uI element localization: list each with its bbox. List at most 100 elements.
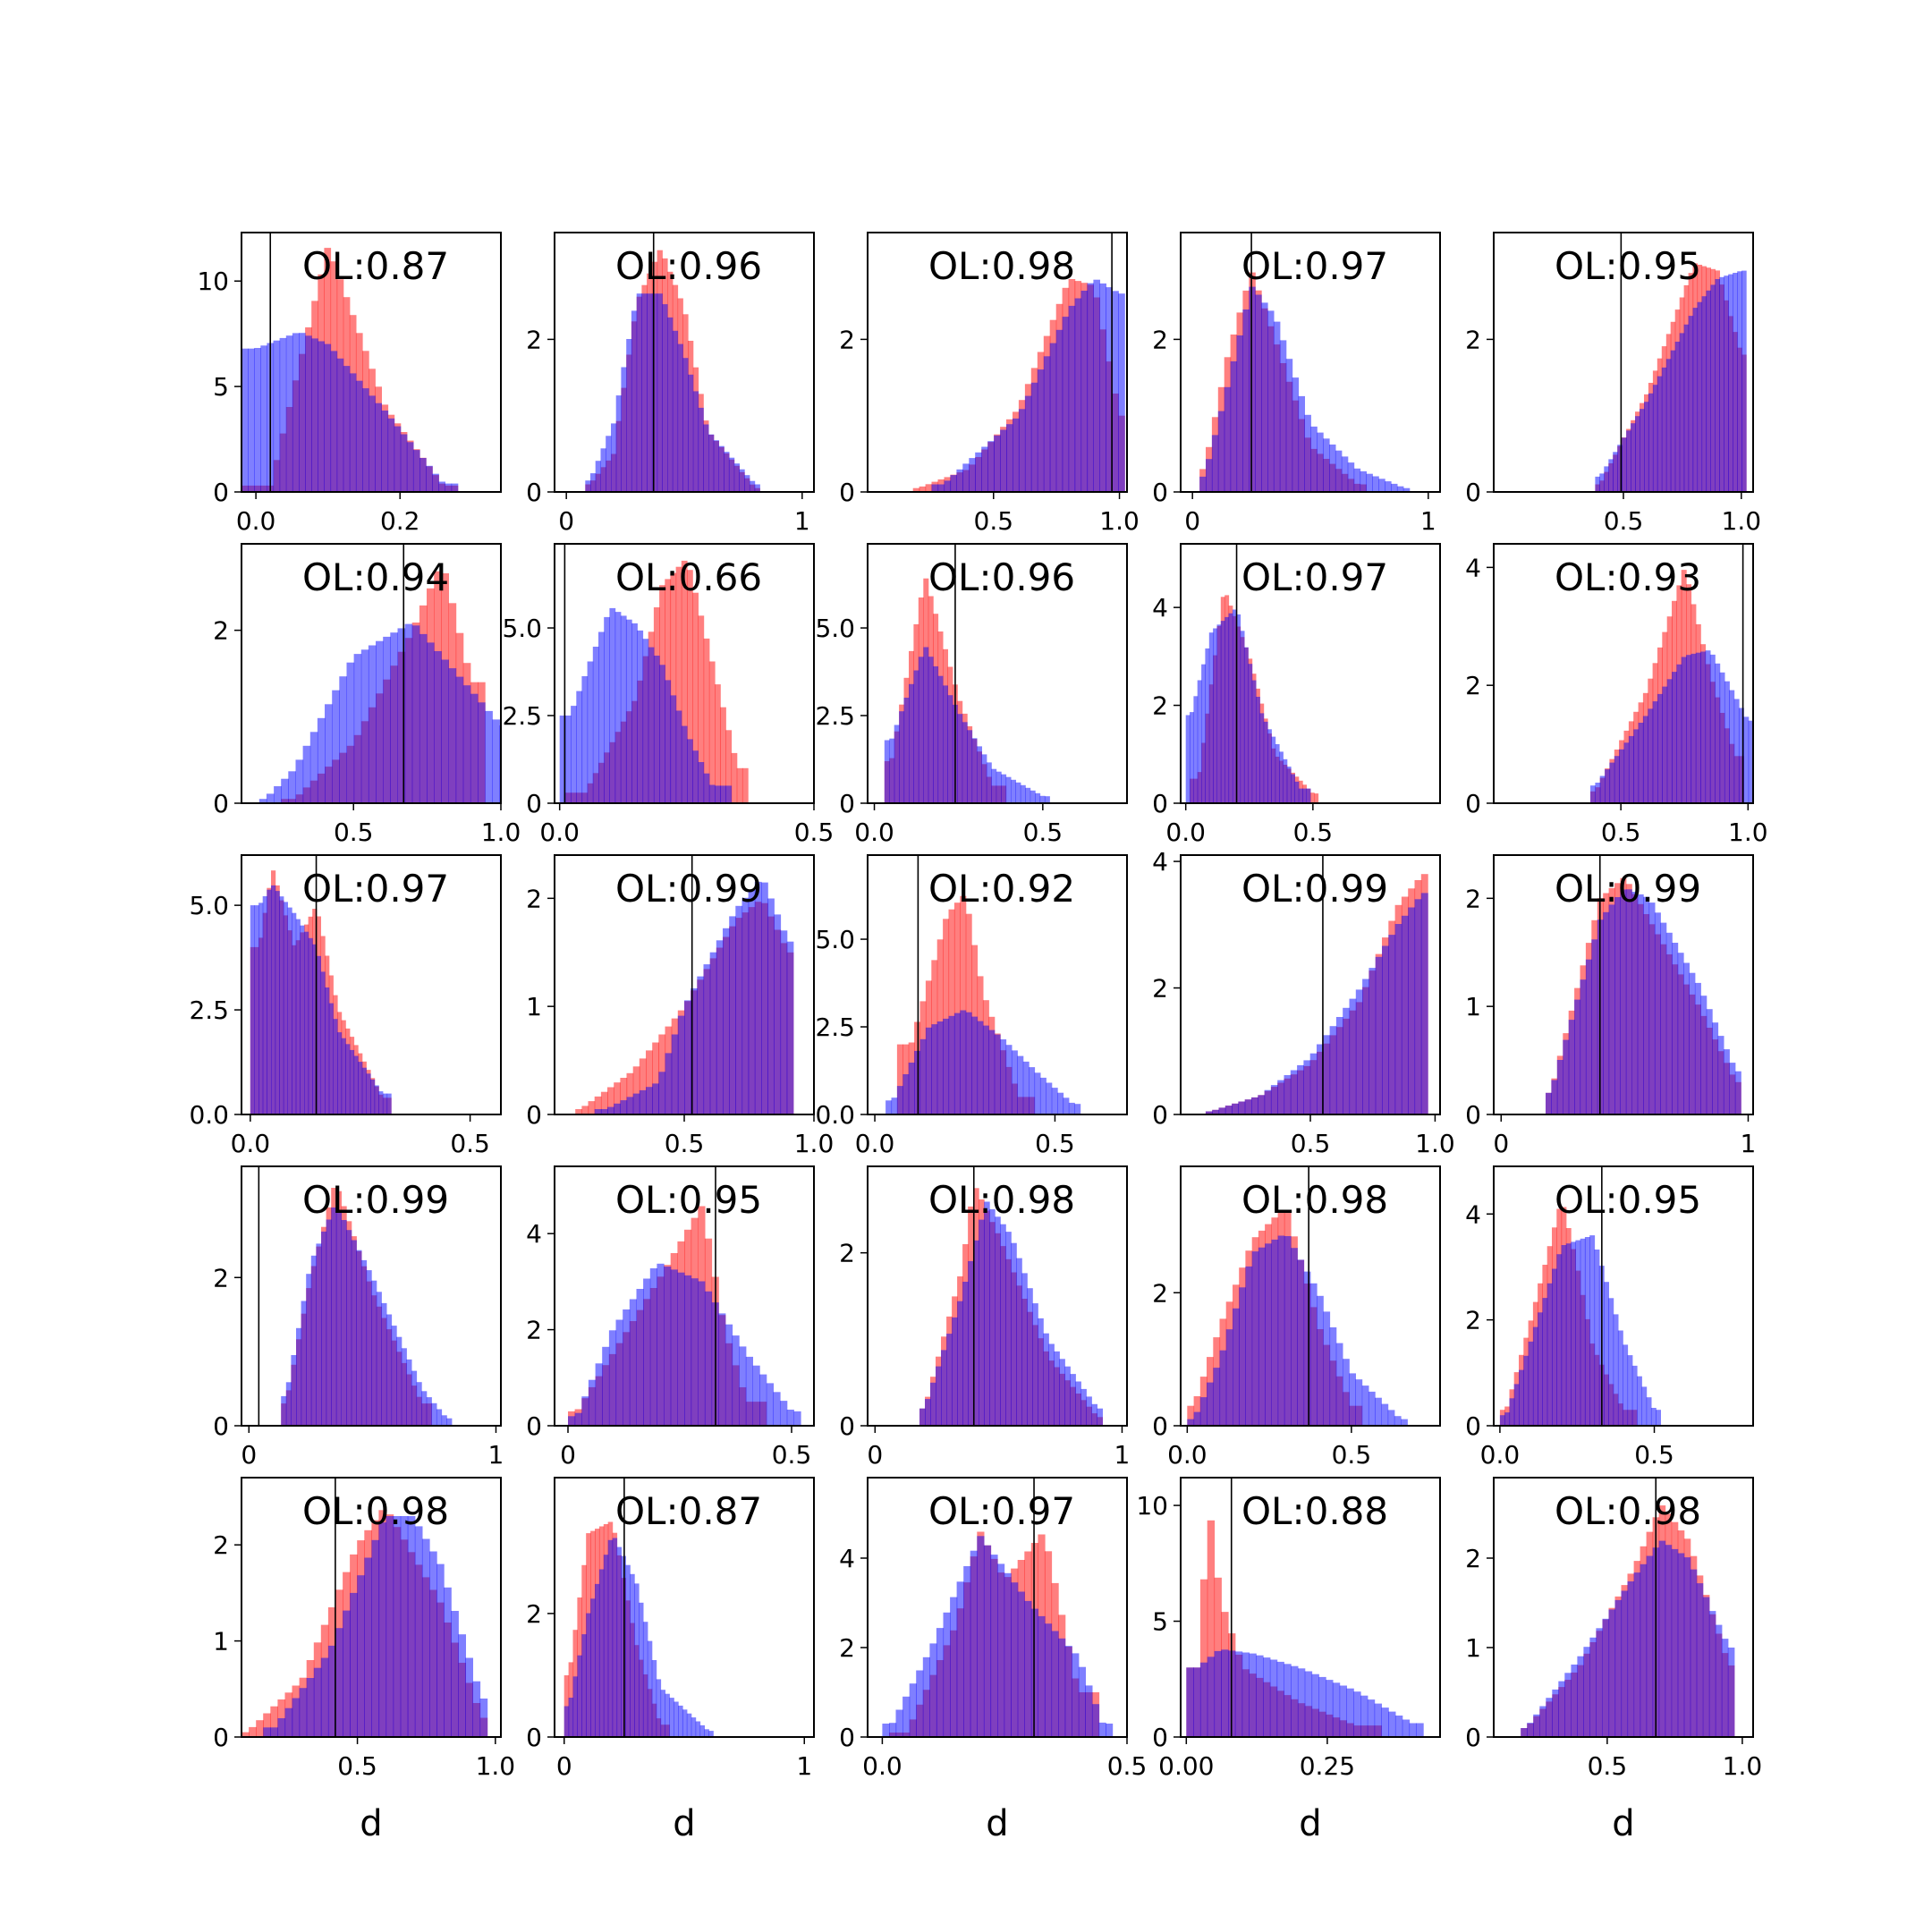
- hist-bar: [681, 560, 688, 803]
- hist-bar: [953, 1013, 961, 1114]
- hist-bar: [1561, 1245, 1567, 1426]
- hist-bar: [325, 704, 333, 803]
- hist-bar: [1043, 356, 1051, 492]
- hist-bar: [660, 1690, 665, 1737]
- overlap-annotation: OL:0.93: [1555, 555, 1701, 599]
- hist-bar: [925, 1399, 931, 1426]
- hist-bar: [602, 1346, 610, 1426]
- hist-bar: [1297, 1259, 1305, 1426]
- hist-bar: [1595, 783, 1601, 803]
- x-tick-label: 0.5: [665, 1129, 705, 1158]
- hist-bar: [1683, 324, 1690, 492]
- hist-bar: [641, 293, 648, 492]
- hist-bar: [669, 1698, 674, 1737]
- hist-bar: [665, 680, 672, 803]
- hist-bar: [375, 402, 382, 492]
- hist-bar: [414, 1526, 423, 1737]
- hist-bar: [1093, 279, 1100, 492]
- hist-bar: [688, 374, 694, 492]
- hist-bar: [691, 988, 698, 1114]
- hist-bar: [918, 657, 924, 803]
- hist-bar: [1584, 1237, 1590, 1426]
- hist-bar: [1249, 1653, 1257, 1737]
- hist-bar: [1057, 1092, 1064, 1114]
- subplot-20: 0.0 0.5 0 2 4 OL:0.95: [1465, 1165, 1754, 1470]
- hist-bar: [1087, 283, 1094, 492]
- hist-bar: [336, 358, 344, 492]
- overlap-annotation: OL:0.92: [928, 867, 1075, 911]
- hist-bar: [981, 446, 988, 492]
- hist-bar: [1715, 1624, 1723, 1737]
- hist-bar: [659, 665, 665, 803]
- hist-bar: [346, 1230, 352, 1426]
- hist-bar: [263, 1713, 271, 1737]
- hist-bar: [636, 293, 642, 492]
- hist-bar: [1091, 1704, 1100, 1737]
- hist-bar: [720, 707, 726, 803]
- subplot-17: 0 0.5 0 2 4 OL:0.95: [526, 1165, 815, 1470]
- subplot-3: 0.5 1.0 0 2 OL:0.98: [839, 232, 1140, 536]
- hist-bar: [1509, 1398, 1515, 1426]
- hist-bar: [574, 1412, 582, 1426]
- y-tick-label: 2.5: [815, 701, 855, 731]
- hist-bar: [1605, 769, 1611, 803]
- hist-bar: [713, 440, 719, 492]
- hist-bar: [360, 1259, 368, 1426]
- hist-bar: [421, 1538, 430, 1737]
- x-tick-label: 0.5: [1293, 818, 1334, 847]
- hist-bar: [1591, 939, 1598, 1115]
- hist-bar: [401, 1348, 407, 1426]
- hist-bar: [328, 1003, 334, 1114]
- hist-bar: [581, 1106, 589, 1114]
- hist-bar: [899, 711, 905, 803]
- hist-bar: [703, 638, 710, 803]
- hist-bar: [436, 1563, 445, 1737]
- x-tick-label: 0: [1184, 506, 1200, 536]
- y-tick-label: 2: [526, 1316, 542, 1345]
- y-tick-label: 1: [526, 992, 542, 1021]
- hist-bar: [956, 1581, 964, 1737]
- hist-bar: [1086, 1396, 1092, 1426]
- hist-bar: [1666, 679, 1673, 803]
- hist-bar: [1391, 483, 1398, 492]
- hist-bar: [1637, 1376, 1642, 1426]
- hist-bar: [1317, 432, 1324, 492]
- subplot-23: 0.0 0.5 0 2 4 OL:0.97 d: [839, 1477, 1147, 1844]
- y-tick-label: 2: [213, 1263, 229, 1292]
- hist-bar: [1326, 1680, 1334, 1737]
- hist-bar: [996, 771, 1002, 803]
- hist-bar: [1574, 999, 1581, 1114]
- hist-bar: [607, 1539, 614, 1737]
- hist-bar: [997, 1563, 1005, 1737]
- hist-bar: [1224, 616, 1230, 803]
- hist-bar: [612, 1538, 618, 1737]
- hist-bar: [1292, 377, 1300, 492]
- hist-bar: [1059, 1359, 1065, 1426]
- hist-bar: [1044, 1623, 1053, 1737]
- hist-bar: [962, 463, 970, 492]
- hist-bar: [1604, 1282, 1609, 1426]
- hist-bar: [1035, 792, 1041, 803]
- hist-bar: [1251, 680, 1257, 803]
- hist-bar: [1317, 1295, 1324, 1426]
- hist-bar: [1039, 795, 1046, 803]
- hist-bar: [366, 1270, 372, 1426]
- hist-bar: [1599, 775, 1606, 803]
- hist-bar: [378, 1522, 387, 1737]
- hist-bar: [1621, 1590, 1629, 1737]
- hist-bar: [631, 310, 638, 492]
- hist-bar: [1613, 452, 1618, 492]
- hist-bar: [1694, 982, 1701, 1114]
- hist-bar: [1201, 664, 1206, 803]
- hist-bar: [656, 1679, 662, 1737]
- hist-bar: [1332, 1682, 1341, 1737]
- hist-bar: [699, 1724, 705, 1737]
- axes-frame: [1180, 1165, 1441, 1427]
- hist-bar: [922, 1657, 930, 1737]
- hist-bar: [941, 1350, 947, 1426]
- hist-bar: [741, 767, 749, 803]
- x-tick-label: 1.0: [1415, 1129, 1455, 1158]
- hist-bar: [1206, 459, 1213, 492]
- hist-bar: [1697, 301, 1703, 492]
- series-blue: [1187, 1235, 1408, 1426]
